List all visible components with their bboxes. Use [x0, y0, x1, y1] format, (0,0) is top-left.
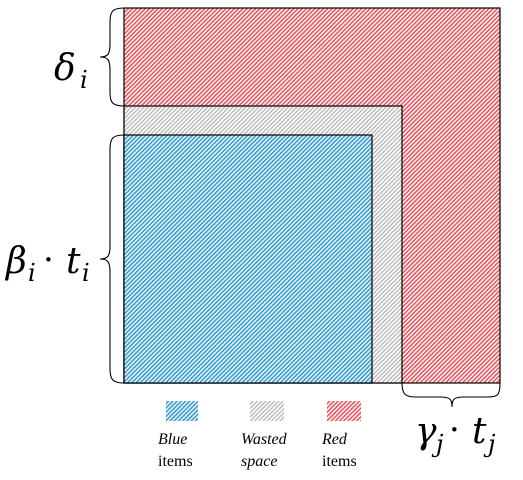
svg-text:β: β — [4, 241, 27, 282]
beta-t-label: β i · t i — [4, 240, 90, 287]
legend-blue-label: Blue items — [158, 431, 193, 470]
svg-text:i: i — [82, 259, 90, 287]
svg-text:Wasted: Wasted — [241, 431, 288, 448]
svg-text:t: t — [66, 241, 81, 282]
gamma-t-label: γ j · t j — [415, 410, 496, 458]
legend-wasted-label: Wasted space — [241, 431, 288, 470]
svg-text:t: t — [472, 411, 487, 452]
svg-text:items: items — [322, 453, 357, 470]
svg-text:δ: δ — [54, 48, 76, 89]
legend-wasted-swatch — [250, 401, 284, 421]
svg-text:items: items — [158, 453, 193, 470]
blue-items-region — [123, 134, 373, 384]
svg-text:γ: γ — [415, 411, 437, 452]
svg-text:·: · — [449, 410, 460, 450]
gamma-t-brace — [401, 382, 501, 408]
beta-t-brace — [99, 134, 125, 384]
delta-label: δ i — [54, 48, 88, 94]
svg-text:space: space — [241, 453, 277, 470]
legend-red-swatch — [327, 401, 361, 421]
delta-brace — [99, 7, 125, 107]
legend-red-label: Red items — [321, 431, 357, 470]
svg-text:Blue: Blue — [158, 431, 187, 448]
legend-blue-swatch — [166, 401, 198, 421]
svg-text:Red: Red — [321, 431, 348, 448]
svg-text:i: i — [80, 66, 88, 94]
svg-text:·: · — [43, 240, 54, 280]
svg-text:i: i — [28, 259, 36, 287]
